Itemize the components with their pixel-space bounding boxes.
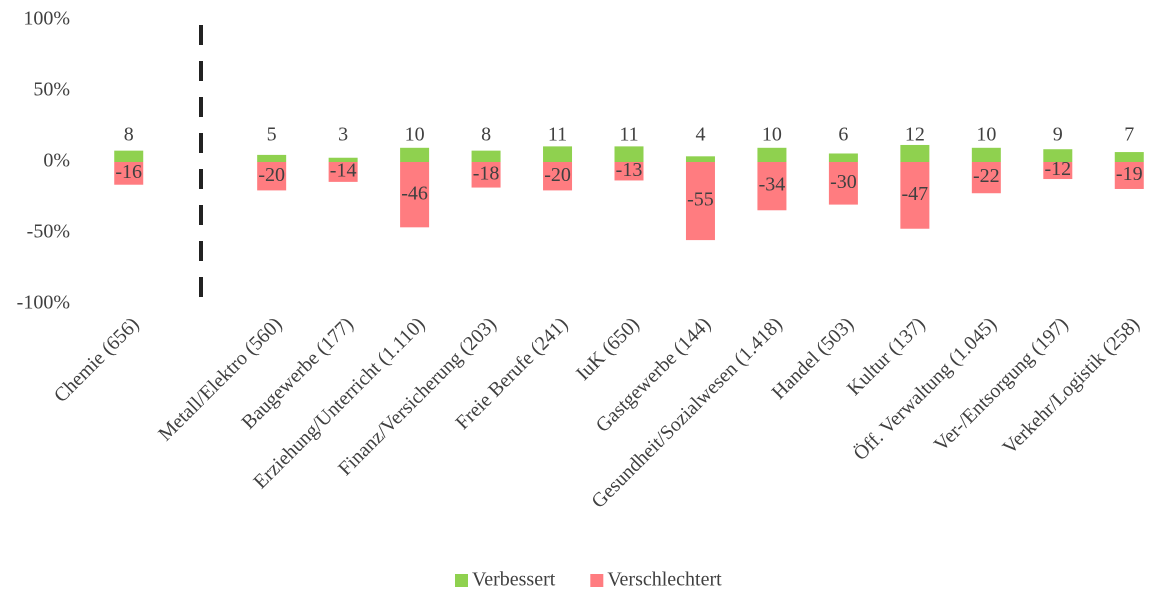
data-label: -13 — [616, 159, 643, 181]
y-tick-label: 0% — [43, 150, 70, 172]
data-label: -20 — [544, 164, 571, 186]
bar — [471, 150, 501, 162]
bar — [900, 162, 930, 229]
x-tick: Chemie (656) — [50, 313, 144, 407]
data-label: 9 — [1053, 124, 1063, 146]
x-tick-label: Öff. Verwaltung (1.045) — [849, 313, 1001, 465]
data-label: 11 — [548, 124, 567, 146]
bar — [400, 162, 430, 228]
data-label: 11 — [619, 124, 638, 146]
data-label: 5 — [267, 124, 277, 146]
bar — [614, 146, 644, 162]
data-label: -46 — [401, 182, 428, 204]
bar — [614, 162, 644, 181]
data-label: -34 — [759, 174, 786, 196]
legend-swatch — [455, 574, 468, 587]
data-label: -14 — [330, 160, 357, 182]
bar — [471, 162, 501, 188]
data-label: 10 — [976, 124, 996, 146]
bar — [828, 162, 858, 205]
bar — [685, 162, 715, 241]
legend-label: Verschlechtert — [607, 569, 722, 591]
bar — [900, 144, 930, 162]
y-tick-label: -50% — [27, 221, 70, 243]
y-tick-label: 100% — [23, 8, 70, 30]
data-label: -22 — [973, 165, 1000, 187]
bar — [328, 162, 358, 182]
x-tick-label: Ver-/Entsorgung (197) — [930, 313, 1073, 456]
x-tick-label: Chemie (656) — [50, 313, 144, 407]
bar — [328, 157, 358, 162]
x-tick: Metall/Elektro (560) — [154, 313, 286, 445]
data-label: -47 — [902, 183, 929, 205]
bar — [685, 156, 715, 162]
data-label: 7 — [1124, 124, 1134, 146]
bar — [1114, 152, 1144, 162]
bar — [114, 162, 144, 185]
bar — [1043, 149, 1073, 162]
y-tick-label: 50% — [33, 79, 70, 101]
x-tick-label: IuK (650) — [572, 313, 644, 385]
x-tick-label: Metall/Elektro (560) — [154, 313, 286, 445]
data-label: 8 — [124, 124, 134, 146]
x-tick: Öff. Verwaltung (1.045) — [849, 313, 1001, 465]
x-tick-label: Verkehr/Logistik (258) — [998, 313, 1144, 459]
bar — [828, 153, 858, 162]
legend-label: Verbessert — [472, 569, 556, 591]
data-label: -18 — [473, 162, 500, 184]
y-tick-label: -100% — [17, 292, 70, 314]
bar — [971, 162, 1001, 194]
data-label: 6 — [838, 124, 848, 146]
data-label: 4 — [695, 124, 705, 146]
bar — [543, 162, 573, 191]
bar — [114, 150, 144, 162]
data-label: -30 — [830, 171, 857, 193]
data-label: -16 — [115, 161, 142, 183]
x-tick: IuK (650) — [572, 313, 644, 385]
bar — [257, 154, 287, 162]
bar — [1114, 162, 1144, 189]
data-label: 3 — [338, 124, 348, 146]
data-label: -20 — [258, 164, 285, 186]
bar — [757, 162, 787, 211]
bar — [757, 147, 787, 162]
data-label: -19 — [1116, 163, 1143, 185]
data-label: 8 — [481, 124, 491, 146]
legend-swatch — [590, 574, 604, 587]
bar — [1043, 162, 1073, 180]
bar — [257, 162, 287, 191]
x-tick: Verkehr/Logistik (258) — [998, 313, 1144, 459]
data-label: -55 — [687, 189, 714, 211]
bar — [400, 147, 430, 162]
bar — [971, 147, 1001, 162]
x-tick: Ver-/Entsorgung (197) — [930, 313, 1073, 456]
data-label: -12 — [1044, 158, 1071, 180]
data-label: 10 — [405, 124, 425, 146]
data-label: 10 — [762, 124, 782, 146]
data-label: 12 — [905, 124, 925, 146]
bar — [543, 146, 573, 162]
